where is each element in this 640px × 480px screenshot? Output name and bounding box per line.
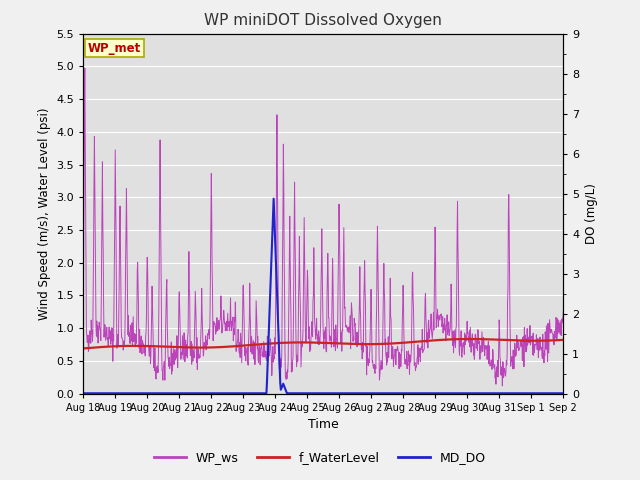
X-axis label: Time: Time — [308, 418, 339, 431]
Title: WP miniDOT Dissolved Oxygen: WP miniDOT Dissolved Oxygen — [204, 13, 442, 28]
Legend: WP_ws, f_WaterLevel, MD_DO: WP_ws, f_WaterLevel, MD_DO — [149, 446, 491, 469]
Y-axis label: DO (mg/L): DO (mg/L) — [585, 183, 598, 244]
Text: WP_met: WP_met — [88, 42, 141, 55]
Y-axis label: Wind Speed (m/s), Water Level (psi): Wind Speed (m/s), Water Level (psi) — [38, 108, 51, 320]
